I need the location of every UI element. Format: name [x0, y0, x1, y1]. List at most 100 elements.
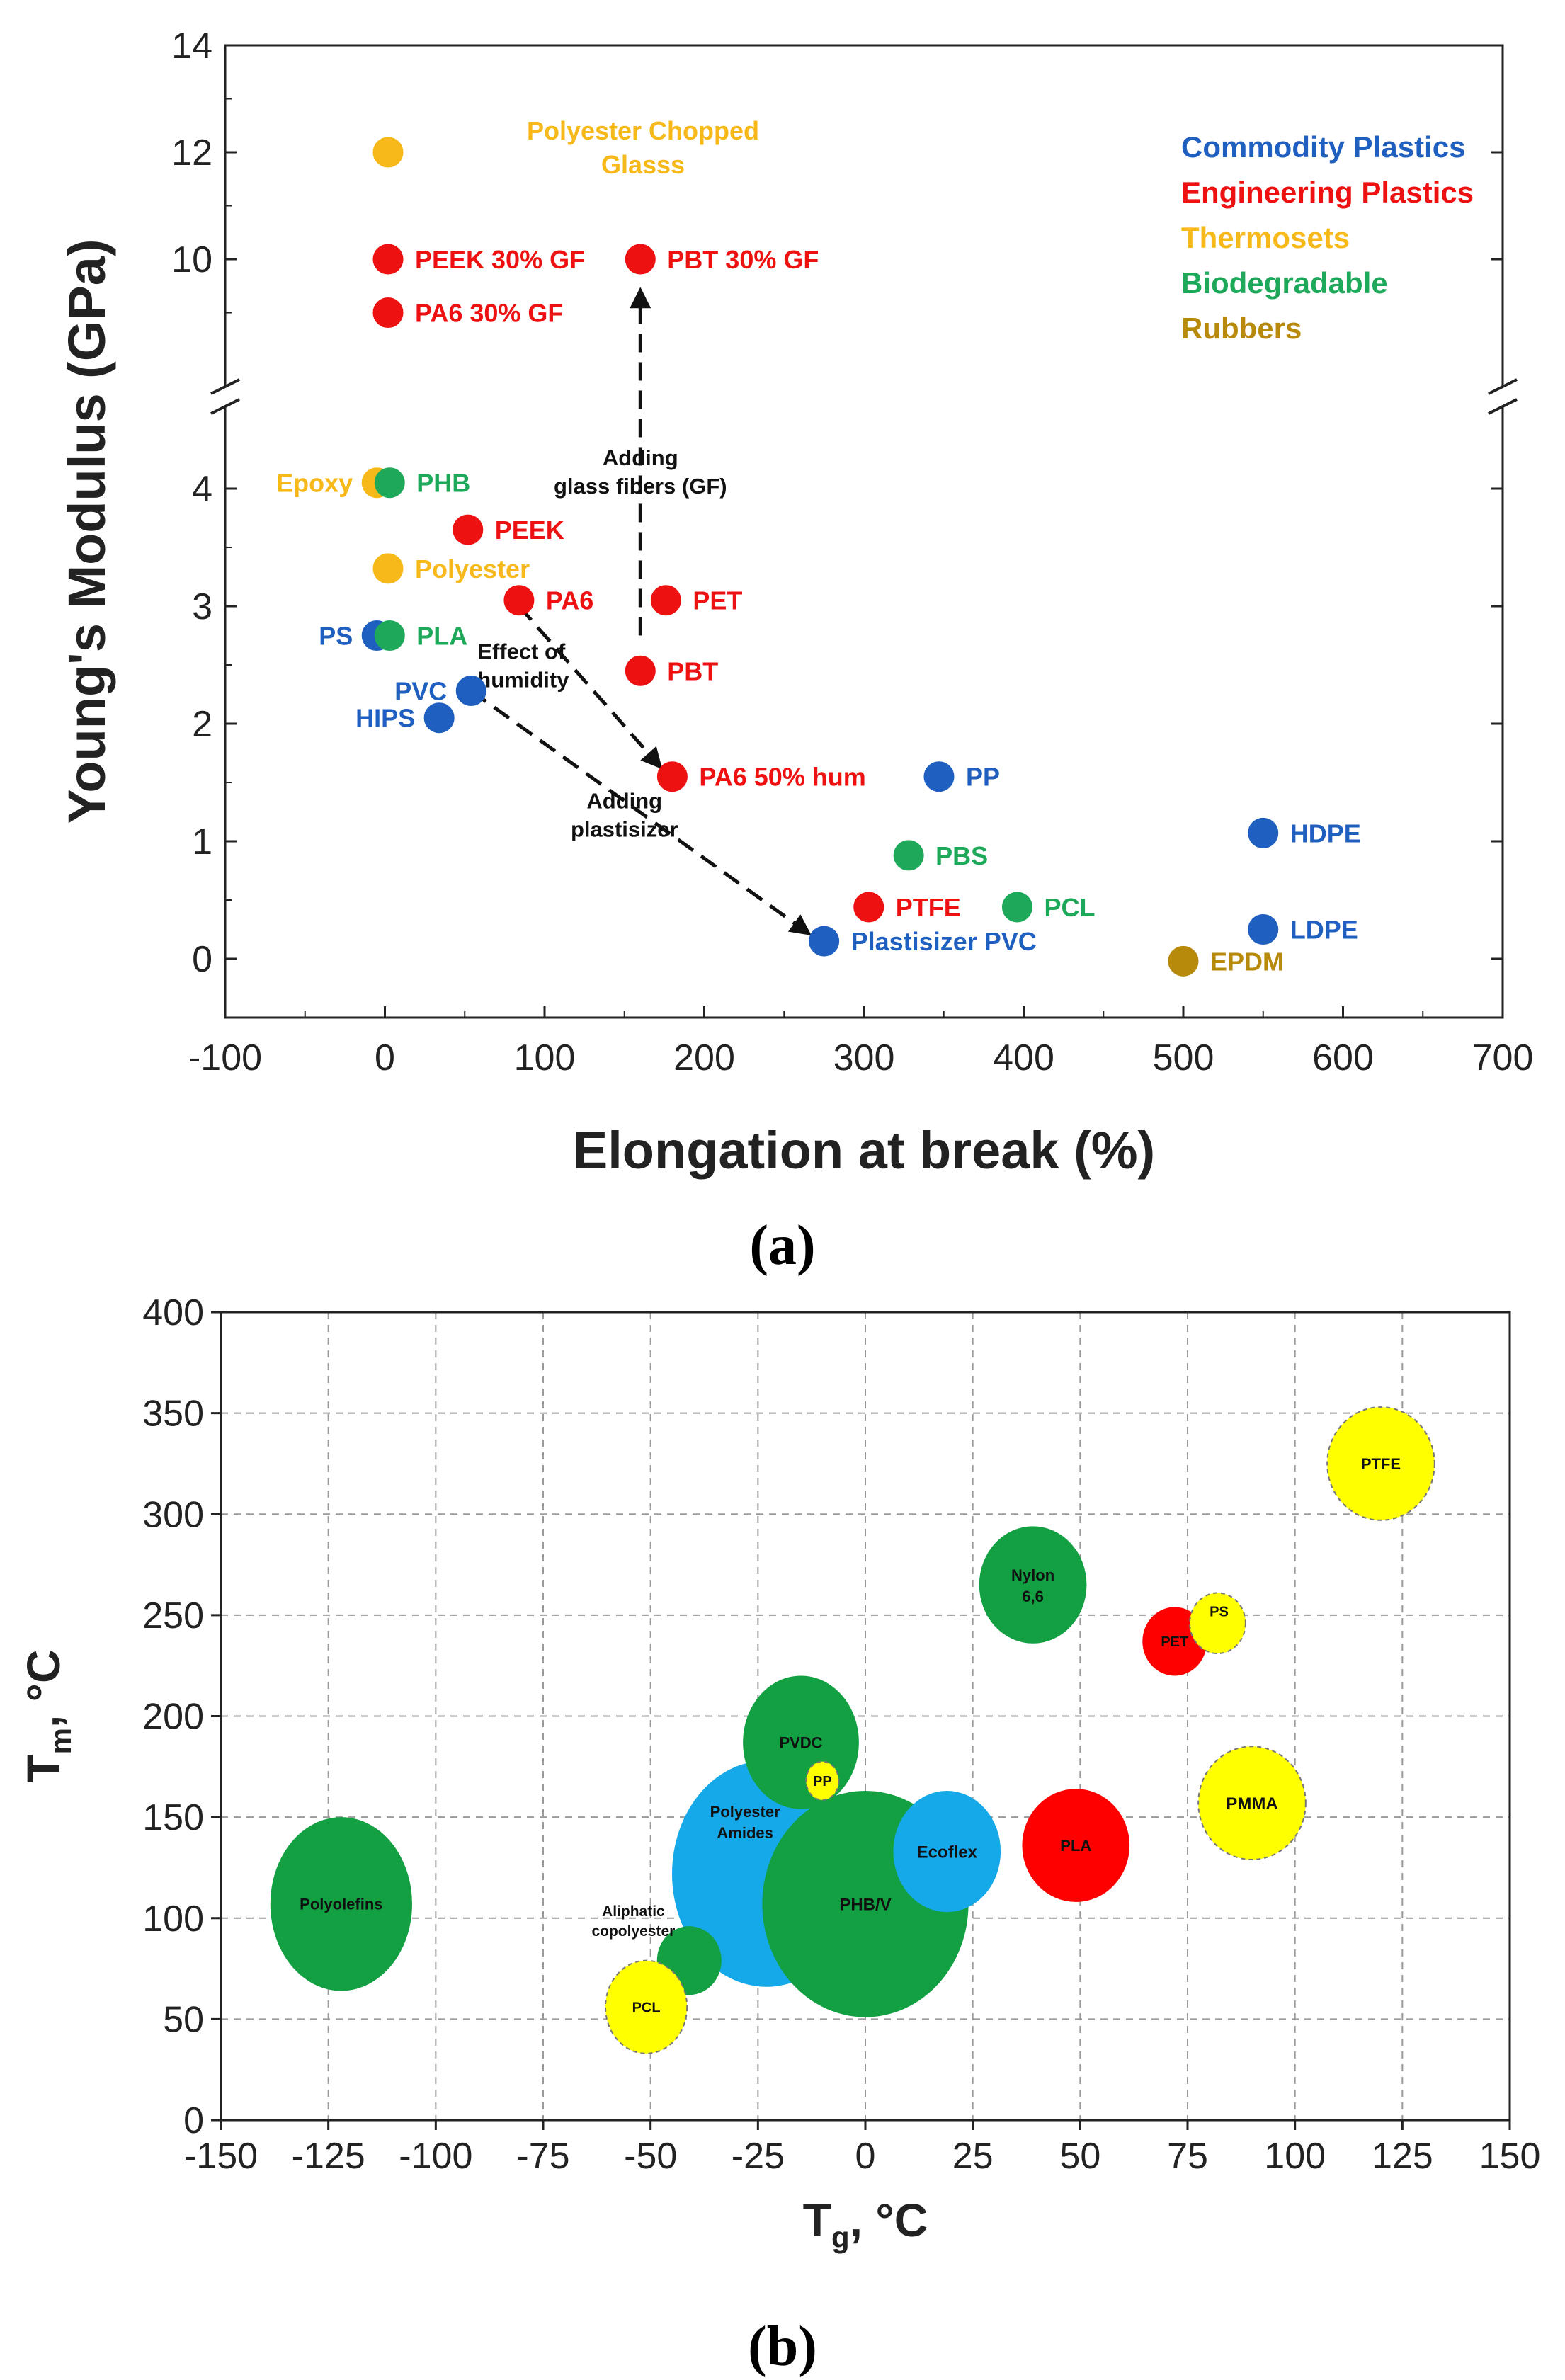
- point-hdpe: [1248, 817, 1279, 848]
- bubble-label-ps: PS: [1210, 1604, 1229, 1619]
- point-label-pet: PET: [693, 586, 742, 615]
- point-label-peek-30-gf: PEEK 30% GF: [415, 245, 585, 274]
- point-label-pla: PLA: [416, 622, 467, 651]
- panel-label-b: (b): [748, 2316, 817, 2378]
- annotation-text-2: Effect of: [477, 639, 566, 664]
- bubble-label-aliphatic-copolyester-line2: copolyester: [591, 1923, 675, 1940]
- point-label-pa6-30-gf: PA6 30% GF: [415, 299, 563, 328]
- legend-rubbers: Rubbers: [1181, 312, 1302, 345]
- y-tick-label-b: 400: [142, 1292, 204, 1333]
- point-pbs: [893, 840, 924, 871]
- panel-label-a: (a): [749, 1214, 815, 1277]
- point-label-epoxy: Epoxy: [276, 469, 353, 498]
- bubble-label-aliphatic-copolyester: Aliphatic: [602, 1903, 665, 1920]
- bubble-label-nylon-6-6: Nylon: [1011, 1566, 1054, 1584]
- x-tick-label: -100: [188, 1037, 262, 1078]
- annotation-arrow-2: [518, 605, 663, 770]
- x-tick-label-b: -100: [399, 2136, 472, 2177]
- point-plastisizer-pvc: [809, 926, 840, 957]
- x-tick-label-b: 150: [1479, 2136, 1541, 2177]
- legend-commodity-plastics: Commodity Plastics: [1181, 130, 1465, 164]
- y-tick-label: 0: [192, 939, 212, 980]
- point-peek-30-gf: [372, 244, 404, 275]
- bubble-nylon-6-6: [979, 1526, 1087, 1644]
- y-tick-label-b: 0: [183, 2100, 204, 2141]
- chart-b: Polyolefins Polyester Amides PVDC PHB/V PP Eco…: [17, 1292, 1540, 2254]
- point-label-polyester: Polyester: [415, 554, 530, 583]
- x-tick-label: 600: [1312, 1037, 1374, 1078]
- x-tick-label-b: -125: [292, 2136, 365, 2177]
- axis-break-mark-right: [1488, 398, 1518, 415]
- bubble-label-phb-v: PHB/V: [839, 1895, 891, 1914]
- point-label-ps: PS: [319, 622, 353, 651]
- bubble-label-pvdc: PVDC: [779, 1734, 822, 1752]
- point-label-phb: PHB: [416, 469, 470, 498]
- bubble-ps: [1189, 1592, 1246, 1655]
- x-tick-label: 200: [673, 1037, 735, 1078]
- x-tick-label-b: -150: [184, 2136, 258, 2177]
- legend-biodegradable: Biodegradable: [1181, 266, 1388, 300]
- y-axis-title-sub: m: [44, 1728, 77, 1754]
- x-axis-title-unit: , °C: [850, 2194, 928, 2246]
- y-tick-label: 2: [192, 704, 212, 745]
- bubble-label-pet: PET: [1161, 1634, 1188, 1650]
- annotation-text-3: Adding: [586, 789, 662, 814]
- x-tick-label: 100: [514, 1037, 576, 1078]
- annotation-arrow-3: [470, 689, 812, 935]
- y-tick-label-b: 200: [142, 1697, 204, 1738]
- y-axis-title-main: T: [17, 1754, 69, 1782]
- y-tick-label: 12: [171, 132, 212, 173]
- point-pla: [374, 620, 405, 651]
- y-tick-label: 1: [192, 821, 212, 862]
- x-tick-label: 400: [993, 1037, 1054, 1078]
- point-pa6: [503, 585, 535, 616]
- annotation-text-2: humidity: [477, 668, 569, 693]
- bubble-label-pla: PLA: [1060, 1837, 1091, 1855]
- y-axis-title: Young's Modulus (GPa): [57, 239, 116, 824]
- bubble-label-polyolefins: Polyolefins: [300, 1896, 382, 1913]
- point-polyester-chopped-glasss: [372, 137, 404, 168]
- point-label-peek: PEEK: [495, 516, 564, 545]
- point-label-ldpe: LDPE: [1290, 916, 1358, 945]
- x-tick-label: 500: [1153, 1037, 1214, 1078]
- y-tick-label-b: 50: [163, 1999, 204, 2040]
- annotation-text-1: glass fibers (GF): [554, 474, 727, 499]
- point-label-pcl: PCL: [1044, 893, 1095, 922]
- point-label-hdpe: HDPE: [1290, 819, 1361, 848]
- x-tick-label: 700: [1472, 1037, 1534, 1078]
- x-tick-label-b: -75: [516, 2136, 569, 2177]
- x-tick-label-b: 25: [952, 2136, 994, 2177]
- point-ptfe: [853, 892, 884, 923]
- point-peek: [453, 514, 484, 545]
- point-pa6-50-hum: [656, 761, 688, 792]
- x-tick-label-b: 125: [1372, 2136, 1433, 2177]
- point-label-plastisizer-pvc: Plastisizer PVC: [851, 927, 1037, 956]
- bubble-label-polyester-amides: Polyester: [710, 1803, 780, 1821]
- y-tick-label-b: 150: [142, 1797, 204, 1838]
- point-label-hips: HIPS: [355, 704, 415, 733]
- y-tick-label: 4: [192, 469, 212, 510]
- point-pbt: [625, 655, 656, 686]
- point-label-ptfe: PTFE: [896, 893, 961, 922]
- bubble-label-ptfe: PTFE: [1361, 1455, 1401, 1473]
- bubble-pcl: [604, 1959, 688, 2054]
- bubble-pp: [805, 1760, 840, 1801]
- bubble-label-pmma: PMMA: [1226, 1794, 1277, 1814]
- point-label-pa6-50-hum: PA6 50% hum: [699, 763, 865, 792]
- point-epdm: [1168, 945, 1199, 977]
- x-tick-label-b: 50: [1059, 2136, 1100, 2177]
- x-tick-label-b: 0: [855, 2136, 876, 2177]
- point-pbt-30-gf: [625, 244, 656, 275]
- point-ldpe: [1248, 914, 1279, 945]
- x-tick-label-b: -25: [732, 2136, 785, 2177]
- point-label-polyester-chopped-glasss-line2: Glasss: [601, 150, 685, 179]
- y-axis-title-unit: , °C: [17, 1649, 69, 1728]
- y-tick-label-b: 300: [142, 1494, 204, 1535]
- point-label-pa6: PA6: [546, 586, 593, 615]
- x-tick-label: 300: [833, 1037, 895, 1078]
- point-label-pbt: PBT: [667, 656, 718, 685]
- y-axis-title-b: Tm, °C: [17, 1649, 77, 1782]
- point-label-pbt-30-gf: PBT 30% GF: [667, 245, 819, 274]
- y-tick-label-b: 100: [142, 1898, 204, 1940]
